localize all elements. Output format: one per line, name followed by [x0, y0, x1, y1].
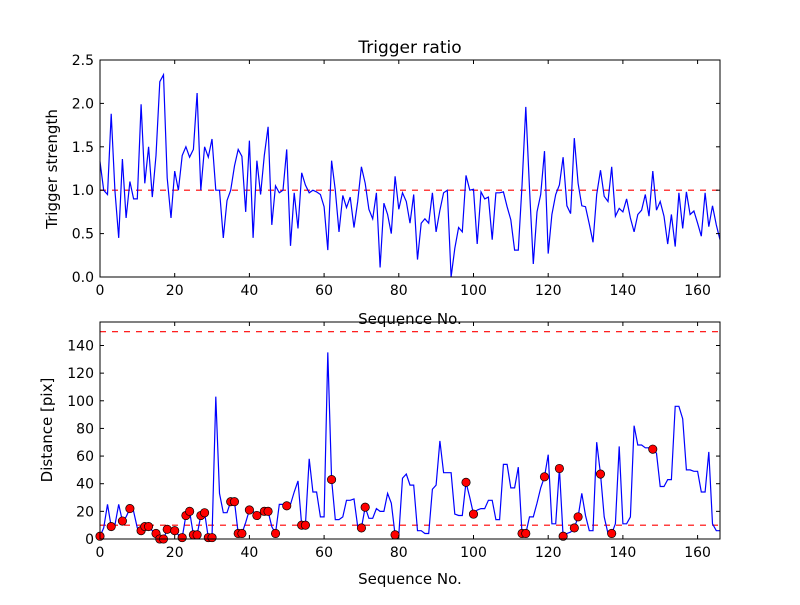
bottom-chart-data-marker: [569, 523, 579, 533]
bottom-chart-data-marker: [554, 463, 564, 474]
bottom-chart-data-marker: [573, 512, 583, 522]
top-chart-x-tick-label: 120: [535, 283, 562, 299]
bottom-chart-data-marker: [327, 475, 337, 485]
bottom-chart-y-tick-label: 60: [76, 449, 94, 465]
bottom-chart-data-marker: [162, 524, 172, 534]
top-chart-x-tick-label: 0: [96, 283, 105, 299]
top-chart-axes-frame: [99, 59, 721, 278]
bottom-chart-data-marker: [192, 530, 202, 540]
bottom-chart-x-tick-label: 120: [535, 545, 562, 561]
bottom-chart-data-marker: [595, 469, 606, 479]
bottom-chart-data-marker: [244, 505, 254, 515]
bottom-chart-x-tick-label: 80: [390, 545, 408, 561]
top-chart-x-tick-label: 40: [240, 283, 258, 299]
bottom-chart-x-tick-label: 160: [684, 545, 711, 561]
bottom-chart-data-marker: [207, 533, 217, 543]
bottom-chart-x-tick-label: 0: [96, 545, 105, 561]
bottom-chart-data-marker: [263, 506, 273, 516]
top-chart-y-tick-label: 0.5: [72, 227, 94, 243]
bottom-chart-y-axis-label: Distance [pix]: [38, 378, 56, 483]
bottom-chart-data-marker: [356, 523, 366, 533]
bottom-chart-y-tick-label: 120: [67, 366, 94, 382]
top-chart-y-tick-label: 0.0: [72, 270, 94, 286]
top-chart-x-tick-label: 140: [610, 283, 637, 299]
bottom-chart-data-marker: [300, 520, 310, 530]
bottom-chart-data-marker: [144, 522, 154, 532]
bottom-chart-data-marker: [607, 528, 617, 539]
top-chart-series-line: [99, 72, 721, 278]
bottom-chart-y-tick-label: 20: [76, 504, 94, 520]
bottom-chart-data-marker: [185, 506, 195, 516]
bottom-chart-data-marker: [117, 516, 127, 526]
bottom-chart-data-marker: [461, 477, 471, 487]
top-chart-x-tick-label: 80: [390, 283, 408, 299]
bottom-chart-data-marker: [521, 528, 531, 539]
bottom-chart-data-marker: [468, 509, 479, 519]
bottom-chart-data-marker: [360, 502, 370, 512]
bottom-chart-y-tick-label: 0: [85, 532, 94, 548]
bottom-chart-data-marker: [106, 522, 116, 532]
bottom-chart-data-marker: [200, 508, 210, 518]
top-chart-y-tick-label: 1.0: [72, 183, 94, 199]
top-chart-y-axis-label: Trigger strength: [43, 109, 61, 230]
bottom-chart-x-tick-label: 20: [166, 545, 184, 561]
bottom-chart-x-tick-label: 40: [240, 545, 258, 561]
bottom-chart-axes-frame: [99, 321, 721, 540]
bottom-chart-x-tick-label: 60: [315, 545, 333, 561]
top-chart-y-tick-label: 2.5: [72, 53, 94, 69]
bottom-chart-data-marker: [390, 530, 400, 540]
top-chart-x-tick-label: 60: [315, 283, 333, 299]
bottom-chart-y-tick-label: 40: [76, 477, 94, 493]
top-chart-title: Trigger ratio: [357, 38, 461, 58]
bottom-chart-data-marker: [229, 497, 240, 507]
bottom-chart-data-marker: [125, 504, 135, 514]
top-chart-x-tick-label: 160: [684, 283, 711, 299]
top-chart-x-axis-label: Sequence No.: [358, 310, 462, 328]
bottom-chart-x-axis-label: Sequence No.: [358, 570, 462, 588]
bottom-chart-data-marker: [270, 528, 281, 539]
bottom-chart-data-marker: [252, 510, 262, 521]
bottom-chart-data-marker: [237, 528, 247, 539]
bottom-chart-y-tick-label: 80: [76, 421, 94, 437]
top-plot-area: 0 20 40 60 80 100 120 140 160 0.0 0.5 1.0 1.5 2.0 2.5: [72, 53, 721, 299]
bottom-plot-area: 0 20 40 60 80 100 120 140 160 0 20 40 60 80 100 120 140: [67, 321, 721, 561]
bottom-chart-x-tick-label: 100: [460, 545, 487, 561]
top-chart-y-tick-label: 2.0: [72, 96, 94, 112]
top-chart-y-tick-label: 1.5: [72, 140, 94, 156]
bottom-chart-data-marker: [177, 533, 187, 543]
top-chart-x-tick-label: 20: [166, 283, 184, 299]
bottom-chart-data-marker: [558, 531, 568, 541]
bottom-chart-data-marker: [282, 501, 292, 511]
top-chart-x-tick-label: 100: [460, 283, 487, 299]
bottom-chart-y-tick-label: 140: [67, 338, 94, 354]
bottom-chart-y-tick-label: 100: [67, 394, 94, 410]
bottom-chart-x-tick-label: 140: [610, 545, 637, 561]
bottom-chart-data-marker: [539, 472, 550, 482]
bottom-chart-data-marker: [648, 444, 658, 454]
bottom-chart-data-marker: [170, 526, 180, 536]
